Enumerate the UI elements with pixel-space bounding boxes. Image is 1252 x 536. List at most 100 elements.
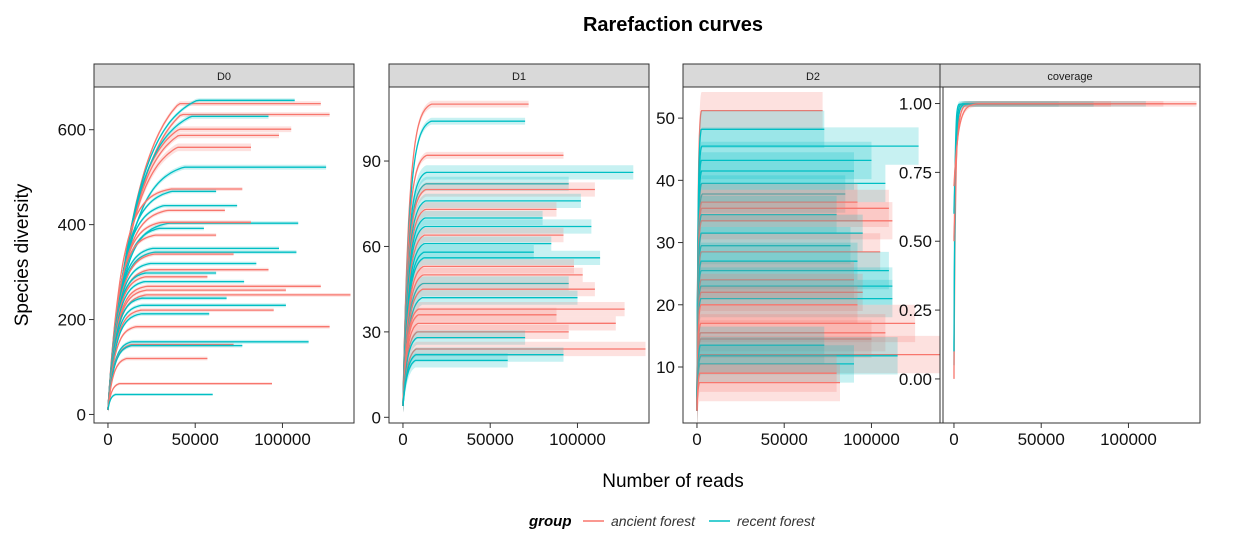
y-tick-label: 30: [362, 323, 381, 342]
rarefaction-curve-ancient: [696, 332, 886, 411]
x-tick-label: 50000: [172, 430, 219, 449]
confidence-band: [403, 353, 508, 413]
confidence-band: [697, 175, 846, 423]
y-tick-label: 10: [656, 358, 675, 377]
facet-strip-label: D0: [217, 71, 231, 83]
confidence-band: [697, 261, 854, 423]
confidence-band: [403, 302, 625, 413]
rarefaction-curve-ancient: [402, 348, 646, 406]
panel-coverage: coverage 0.00 0.25 0.50 0.75 1.00 0 50000 100000: [899, 63, 1201, 449]
confidence-band: [954, 101, 1197, 382]
plot-area: [107, 98, 351, 414]
rarefaction-curve-ancient: [107, 382, 272, 410]
y-tick-label: 0.50: [899, 232, 932, 251]
rarefaction-curve-recent: [696, 363, 854, 411]
y-tick-label: 0.75: [899, 163, 932, 182]
rarefaction-curve-ancient: [696, 304, 858, 411]
x-tick-label: 50000: [467, 430, 514, 449]
plot-area: [402, 100, 646, 413]
panel-border: [388, 86, 650, 424]
rarefaction-curve-ancient: [696, 291, 863, 411]
confidence-band: [697, 195, 837, 423]
facet-strip-label: D2: [806, 71, 820, 83]
confidence-band: [403, 267, 583, 413]
y-tick-label: 60: [362, 237, 381, 256]
confidence-band: [697, 314, 886, 423]
confidence-band: [403, 282, 595, 413]
facet-strip-label: D1: [512, 71, 526, 83]
confidence-band: [403, 227, 564, 413]
confidence-band: [403, 210, 543, 413]
confidence-band: [954, 101, 1094, 217]
confidence-band: [697, 152, 854, 423]
rarefaction-curve-recent: [696, 145, 919, 411]
facet-strip-label: coverage: [1047, 71, 1092, 83]
confidence-band: [108, 382, 272, 412]
y-tick-label: 0: [372, 408, 381, 427]
confidence-band: [697, 202, 893, 423]
legend-label-recent-forest: recent forest: [737, 513, 816, 529]
x-tick-label: 50000: [1018, 430, 1065, 449]
confidence-band: [697, 183, 858, 423]
confidence-band: [697, 189, 889, 423]
plot-area: [953, 101, 1197, 382]
confidence-band: [697, 279, 893, 423]
rarefaction-curve-recent: [953, 103, 1059, 366]
rarefaction-curve-ancient: [696, 207, 889, 411]
confidence-band: [697, 214, 863, 423]
plot-area: [696, 92, 940, 423]
rarefaction-curve-recent: [696, 170, 854, 411]
rarefaction-curve-ancient: [696, 279, 854, 411]
rarefaction-curve-recent: [696, 193, 846, 411]
panel-D1: D1 0 30 60 90 0 50000 100000: [362, 63, 650, 449]
rarefaction-curve-recent: [107, 344, 243, 410]
x-tick-label: 100000: [1100, 430, 1157, 449]
confidence-band: [697, 110, 825, 423]
rarefaction-curve-ancient: [696, 381, 840, 411]
rarefaction-curve-recent: [402, 359, 508, 406]
panel-border: [939, 86, 1201, 424]
x-tick-label: 0: [949, 430, 958, 449]
chart-title: Rarefaction curves: [583, 14, 763, 36]
rarefaction-curve-ancient: [696, 353, 940, 411]
x-tick-label: 0: [692, 430, 701, 449]
rarefaction-curve-recent: [953, 103, 1146, 352]
confidence-band: [697, 363, 840, 423]
rarefaction-curve-recent: [696, 159, 872, 411]
x-tick-label: 50000: [761, 430, 808, 449]
confidence-band: [697, 320, 872, 423]
x-axis-title: Number of reads: [602, 471, 744, 492]
panel-D0: D0 0 200 400 600 0 50000 100000: [58, 63, 355, 449]
y-tick-label: 0.25: [899, 301, 932, 320]
rarefaction-curve-ancient: [107, 326, 330, 410]
rarefaction-curve-recent: [696, 285, 893, 411]
confidence-band: [697, 227, 851, 423]
y-tick-label: 1.00: [899, 95, 932, 114]
rarefaction-curve-ancient: [696, 372, 837, 411]
confidence-band: [697, 335, 940, 423]
rarefaction-curve-recent: [696, 232, 863, 411]
rarefaction-curve-ancient: [107, 344, 234, 410]
legend-title: group: [528, 513, 572, 530]
y-tick-label: 50: [656, 109, 675, 128]
rarefaction-curve-recent: [696, 297, 893, 411]
confidence-band: [697, 354, 837, 423]
x-tick-label: 0: [398, 430, 407, 449]
y-tick-label: 200: [58, 311, 86, 330]
y-tick-label: 0.00: [899, 370, 932, 389]
rarefaction-curve-ancient: [696, 220, 893, 411]
confidence-band: [108, 284, 321, 412]
confidence-band: [954, 101, 1146, 355]
panel-border: [682, 86, 944, 424]
rarefaction-curve-recent: [696, 245, 851, 411]
rarefaction-curve-ancient: [696, 201, 858, 411]
confidence-band: [697, 304, 916, 423]
y-tick-label: 20: [656, 296, 675, 315]
rarefaction-curve-recent: [696, 269, 889, 411]
x-tick-label: 100000: [254, 430, 311, 449]
confidence-band: [403, 316, 616, 413]
legend-label-ancient-forest: ancient forest: [611, 513, 696, 529]
rarefaction-curve-ancient: [953, 103, 1197, 379]
confidence-band: [403, 202, 557, 413]
rarefaction-curve-recent: [696, 260, 858, 411]
